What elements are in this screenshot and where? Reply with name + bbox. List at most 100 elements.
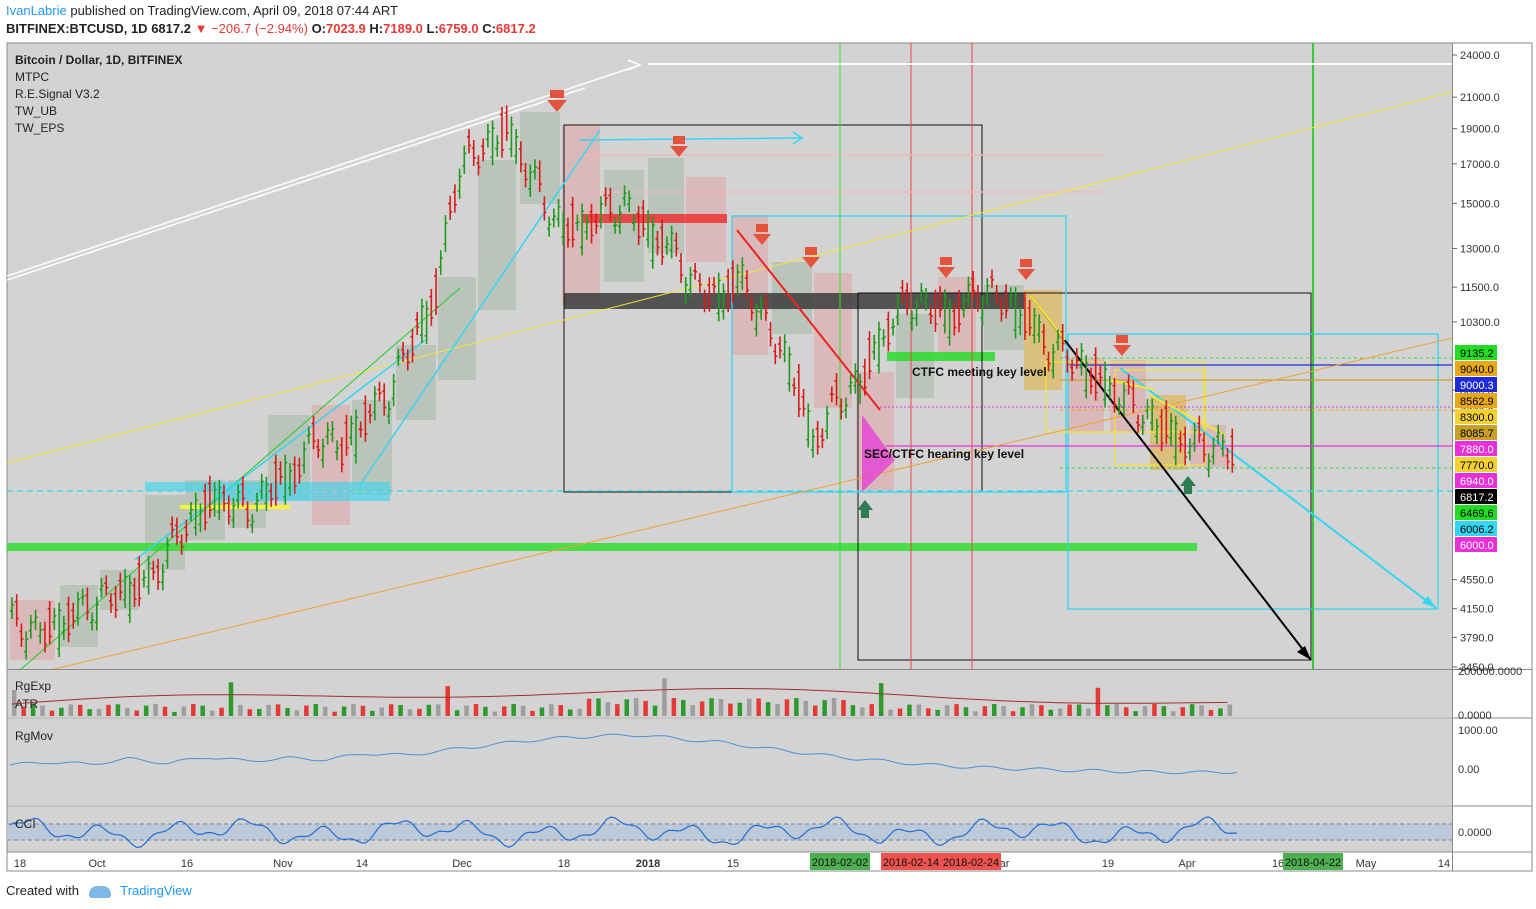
high-label: H: bbox=[369, 21, 384, 36]
volume-bar bbox=[1114, 704, 1119, 716]
symbol-label: BITFINEX:BTCUSD, 1D bbox=[6, 21, 148, 36]
volume-bar bbox=[209, 710, 215, 716]
tradingview-cloud-icon bbox=[88, 885, 111, 898]
volume-bar bbox=[304, 705, 309, 716]
price-tick: 21000.0 bbox=[1460, 92, 1500, 104]
volume-bar bbox=[1010, 711, 1016, 716]
volume-bar bbox=[728, 703, 733, 716]
price-tag: 7880.0 bbox=[1455, 441, 1497, 456]
price-tag: 6940.0 bbox=[1455, 473, 1497, 488]
volume-bar bbox=[982, 706, 988, 716]
chart-area[interactable]: CTFC meeting key level SEC/CTFC hearing … bbox=[0, 40, 1536, 876]
volume-pane-label: RgExp bbox=[15, 679, 51, 693]
volume-bar bbox=[1208, 709, 1214, 716]
volume-bar bbox=[850, 705, 856, 716]
volume-bar bbox=[944, 705, 950, 716]
volume-bar bbox=[181, 706, 187, 716]
volume-bar bbox=[1171, 711, 1176, 716]
price-tick: 19000.0 bbox=[1460, 124, 1500, 136]
volume-bar bbox=[266, 704, 271, 716]
time-axis-highlights: 2018-02-02 2018-02-14 2018-02-24 2018-04-22 bbox=[810, 853, 1343, 870]
volume-bar bbox=[407, 709, 413, 716]
volume-bar bbox=[878, 683, 884, 716]
volume-bar bbox=[756, 698, 761, 716]
volume-bar bbox=[1161, 706, 1167, 716]
time-tick: Apr bbox=[1178, 858, 1195, 870]
volume-bar bbox=[1227, 704, 1233, 716]
volume-bar bbox=[492, 711, 498, 716]
volume-bar bbox=[812, 705, 818, 716]
volume-bar bbox=[718, 699, 724, 716]
time-highlight: 2018-02-14 bbox=[881, 853, 941, 870]
time-tick: 15 bbox=[727, 858, 739, 870]
volume-bar bbox=[445, 686, 450, 716]
volume-bar bbox=[916, 704, 922, 716]
svg-text:6000.0: 6000.0 bbox=[1460, 540, 1494, 552]
volume-bar bbox=[567, 709, 573, 716]
svg-text:9000.3: 9000.3 bbox=[1460, 380, 1494, 392]
ohlc-line: BITFINEX:BTCUSD, 1D 6817.2 ▼ −206.7 (−2.… bbox=[6, 21, 536, 36]
high-value: 7189.0 bbox=[383, 21, 423, 36]
author-link[interactable]: IvanLabrie bbox=[6, 3, 67, 18]
volume-bars bbox=[12, 678, 1233, 716]
price-tick: 10300.0 bbox=[1460, 317, 1500, 329]
volume-bar bbox=[388, 704, 394, 716]
price-tick: 24000.0 bbox=[1460, 50, 1500, 62]
price-tick: 3450.0 bbox=[1460, 662, 1494, 674]
volume-bar bbox=[77, 704, 83, 716]
volume-bar bbox=[219, 707, 224, 716]
momentum-pane-label: RgMov bbox=[15, 729, 53, 743]
volume-bar bbox=[341, 706, 347, 716]
publish-line: IvanLabrie published on TradingView.com,… bbox=[6, 3, 398, 18]
volume-bar bbox=[40, 705, 45, 716]
time-axis[interactable] bbox=[7, 852, 1452, 871]
main-pane[interactable] bbox=[7, 43, 1452, 669]
volume-bar bbox=[1029, 704, 1035, 716]
time-tick: 2018 bbox=[636, 858, 660, 870]
svg-text:7770.0: 7770.0 bbox=[1460, 460, 1494, 472]
volume-bar bbox=[992, 704, 997, 716]
svg-text:8085.7: 8085.7 bbox=[1460, 428, 1494, 440]
volume-bar bbox=[775, 704, 780, 716]
volume-bar bbox=[153, 704, 158, 716]
volume-bar bbox=[1048, 709, 1054, 716]
price-tick: 3790.0 bbox=[1460, 632, 1494, 644]
volume-bar bbox=[191, 704, 196, 716]
price-tag: 7770.0 bbox=[1455, 457, 1497, 472]
volume-bar bbox=[926, 708, 931, 716]
volume-bar bbox=[539, 707, 545, 716]
cci-line bbox=[9, 816, 1237, 849]
momentum-pane[interactable] bbox=[7, 719, 1452, 805]
volume-bar bbox=[615, 704, 620, 716]
volume-bar bbox=[1095, 687, 1101, 716]
svg-text:9135.2: 9135.2 bbox=[1460, 348, 1494, 360]
time-tick: Dec bbox=[452, 858, 472, 870]
volume-bar bbox=[586, 698, 592, 716]
volume-bar bbox=[30, 704, 36, 716]
volume-bar bbox=[21, 706, 26, 716]
volume-bar bbox=[322, 706, 328, 716]
sec-annotation: SEC/CTFC hearing key level bbox=[864, 447, 1024, 461]
volume-bar bbox=[549, 704, 554, 716]
open-value: 7023.9 bbox=[326, 21, 366, 36]
down-arrow-icon: ▼ bbox=[194, 21, 208, 36]
low-value: 6759.0 bbox=[438, 21, 479, 36]
price-candles bbox=[10, 105, 1235, 660]
volume-bar bbox=[96, 709, 102, 716]
svg-text:8562.9: 8562.9 bbox=[1460, 396, 1494, 408]
volume-bar bbox=[426, 704, 432, 716]
price-tag: 6006.2 bbox=[1455, 521, 1497, 536]
price-tick: 15000.0 bbox=[1460, 198, 1500, 210]
time-tick: Nov bbox=[273, 858, 293, 870]
volume-bar bbox=[228, 682, 234, 716]
volume-bar bbox=[106, 704, 111, 716]
volume-bar bbox=[596, 698, 601, 716]
lower-axis-ticks: 200000.0000 0.0000 1000.00 0.00 0.0000 bbox=[1458, 666, 1522, 839]
price-tick: 4150.0 bbox=[1460, 604, 1494, 616]
volume-bar bbox=[257, 708, 262, 716]
published-text: published on TradingView.com, April 09, … bbox=[70, 3, 398, 18]
cci-tick: 0.0000 bbox=[1458, 827, 1492, 839]
tradingview-link[interactable]: TradingView bbox=[120, 883, 192, 898]
price-tick: 11500.0 bbox=[1460, 282, 1499, 294]
time-tick: 14 bbox=[356, 858, 368, 870]
